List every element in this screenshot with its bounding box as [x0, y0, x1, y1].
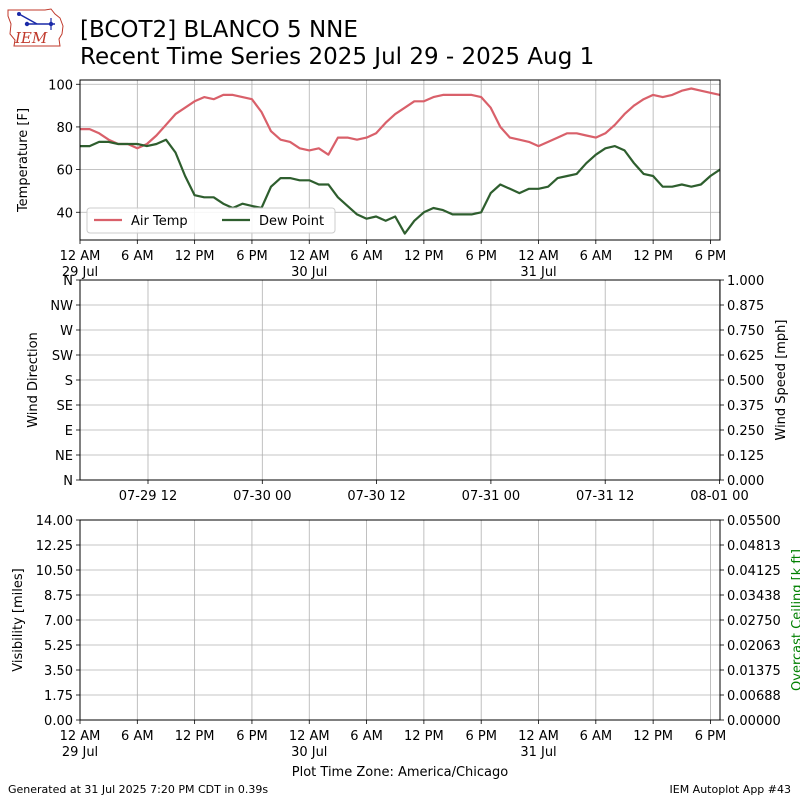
wind-direction-tick-label: SW [52, 349, 73, 364]
wind-direction-tick-label: SE [57, 399, 73, 414]
wind-speed-tick-label: 0.125 [727, 449, 764, 464]
visibility-axes-frame [79, 519, 721, 721]
x-axis-label: Plot Time Zone: America/Chicago [292, 765, 508, 780]
x-tick-label: 6 AM [121, 249, 154, 264]
visibility-tick-label: 3.50 [44, 664, 73, 679]
page-subtitle: Recent Time Series 2025 Jul 29 - 2025 Au… [80, 44, 595, 70]
ceiling-axis-label: Overcast Ceiling [k ft] [790, 549, 800, 691]
temperature-axes-frame [79, 79, 721, 241]
wind-direction-tick-label: W [60, 324, 73, 339]
visibility-tick-label: 7.00 [44, 614, 73, 629]
x-tick-date-label: 31 Jul [520, 745, 556, 760]
x-tick-label: 07-29 12 [119, 489, 177, 504]
x-tick-date-label: 30 Jul [291, 745, 327, 760]
wind-speed-tick-label: 0.500 [727, 374, 764, 389]
x-tick-label: 07-31 00 [462, 489, 520, 504]
x-tick-label: 6 AM [350, 249, 383, 264]
ceiling-tick-label: 0.01375 [727, 664, 781, 679]
x-tick-label: 12 AM [518, 729, 559, 744]
legend-dew-point-label: Dew Point [259, 214, 324, 229]
temperature-axis-label: Temperature [F] [16, 108, 31, 213]
x-tick-label: 6 PM [236, 729, 267, 744]
wind-speed-tick-label: 0.625 [727, 349, 764, 364]
x-tick-label: 12 PM [633, 729, 673, 744]
wind-direction-axis-label: Wind Direction [26, 332, 41, 428]
x-tick-label: 12 PM [404, 729, 444, 744]
x-tick-date-label: 30 Jul [291, 265, 327, 280]
x-tick-label: 12 AM [60, 729, 101, 744]
x-tick-label: 12 PM [175, 249, 215, 264]
x-tick-label: 6 AM [580, 249, 613, 264]
y-tick-label: 100 [48, 78, 73, 93]
x-tick-label: 6 PM [465, 249, 496, 264]
x-tick-label: 12 AM [289, 729, 330, 744]
visibility-tick-label: 5.25 [44, 639, 73, 654]
x-tick-label: 08-01 00 [690, 489, 748, 504]
visibility-axis-label: Visibility [miles] [11, 568, 26, 671]
x-tick-label: 12 AM [518, 249, 559, 264]
x-tick-label: 6 AM [121, 729, 154, 744]
visibility-tick-label: 0.00 [44, 714, 73, 729]
app-credit: IEM Autoplot App #43 [669, 783, 792, 796]
legend-box [86, 207, 336, 234]
wind-direction-tick-label: NW [50, 299, 73, 314]
x-tick-label: 6 PM [236, 249, 267, 264]
wind-speed-tick-label: 0.875 [727, 299, 764, 314]
page-title: [BCOT2] BLANCO 5 NNE [80, 17, 358, 43]
visibility-tick-label: 14.00 [36, 514, 73, 529]
ceiling-tick-label: 0.03438 [727, 589, 781, 604]
air-temp-line [80, 87, 721, 156]
x-tick-label: 12 PM [404, 249, 444, 264]
y-tick-label: 80 [56, 121, 73, 136]
generated-note: Generated at 31 Jul 2025 7:20 PM CDT in … [8, 783, 269, 796]
ceiling-tick-label: 0.05500 [727, 514, 781, 529]
legend-air-temp-label: Air Temp [131, 214, 188, 229]
x-tick-label: 6 AM [580, 729, 613, 744]
x-tick-label: 6 PM [695, 729, 726, 744]
x-tick-label: 12 AM [289, 249, 330, 264]
visibility-tick-label: 1.75 [44, 689, 73, 704]
ceiling-tick-label: 0.04813 [727, 539, 781, 554]
wind-axes-frame [79, 279, 721, 481]
x-tick-date-label: 29 Jul [62, 265, 98, 280]
dew-point-line [80, 138, 721, 235]
x-tick-date-label: 29 Jul [62, 745, 98, 760]
x-tick-label: 12 PM [175, 729, 215, 744]
x-tick-label: 6 AM [350, 729, 383, 744]
ceiling-tick-label: 0.04125 [727, 564, 781, 579]
x-tick-label: 12 PM [633, 249, 673, 264]
ceiling-tick-label: 0.00688 [727, 689, 781, 704]
wind-direction-tick-label: S [65, 374, 73, 389]
x-tick-label: 12 AM [60, 249, 101, 264]
ceiling-tick-label: 0.02750 [727, 614, 781, 629]
x-tick-label: 6 PM [695, 249, 726, 264]
visibility-tick-label: 8.75 [44, 589, 73, 604]
wind-speed-tick-label: 0.250 [727, 424, 764, 439]
visibility-tick-label: 10.50 [36, 564, 73, 579]
x-tick-label: 07-31 12 [576, 489, 634, 504]
wind-direction-tick-label: NE [55, 449, 73, 464]
wind-speed-tick-label: 1.000 [727, 274, 764, 289]
x-tick-date-label: 31 Jul [520, 265, 556, 280]
iem-logo: IEM [7, 8, 64, 47]
x-tick-label: 6 PM [465, 729, 496, 744]
wind-direction-tick-label: N [63, 474, 73, 489]
wind-direction-tick-label: N [63, 274, 73, 289]
x-tick-label: 07-30 12 [347, 489, 405, 504]
wind-speed-axis-label: Wind Speed [mph] [774, 320, 789, 441]
ceiling-tick-label: 0.00000 [727, 714, 781, 729]
wind-speed-tick-label: 0.000 [727, 474, 764, 489]
y-tick-label: 40 [56, 206, 73, 221]
ceiling-tick-label: 0.02063 [727, 639, 781, 654]
visibility-tick-label: 12.25 [36, 539, 73, 554]
y-tick-label: 60 [56, 164, 73, 179]
x-tick-label: 07-30 00 [233, 489, 291, 504]
wind-direction-tick-label: E [65, 424, 73, 439]
wind-speed-tick-label: 0.750 [727, 324, 764, 339]
svg-text:IEM: IEM [14, 29, 48, 47]
wind-speed-tick-label: 0.375 [727, 399, 764, 414]
